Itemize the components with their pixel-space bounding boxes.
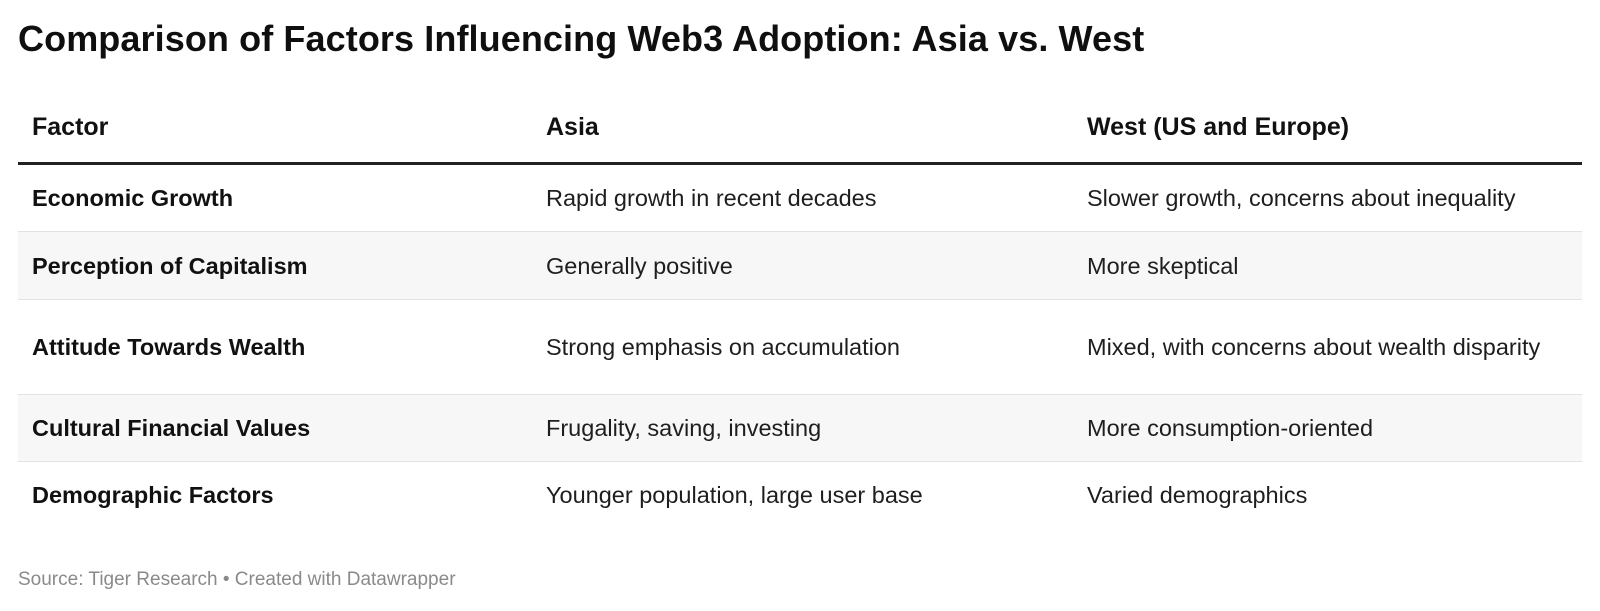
factor-cell: Attitude Towards Wealth bbox=[18, 299, 532, 395]
west-cell: More consumption-oriented bbox=[1073, 394, 1582, 462]
asia-cell: Rapid growth in recent decades bbox=[532, 163, 1073, 232]
table-row: Demographic Factors Younger population, … bbox=[18, 462, 1582, 529]
source-footer: Source: Tiger Research • Created with Da… bbox=[18, 569, 456, 590]
asia-cell: Frugality, saving, investing bbox=[532, 394, 1073, 462]
asia-cell: Strong emphasis on accumulation bbox=[532, 299, 1073, 395]
asia-cell: Generally positive bbox=[532, 231, 1073, 300]
factor-cell: Economic Growth bbox=[18, 163, 532, 232]
factor-cell: Cultural Financial Values bbox=[18, 394, 532, 462]
west-cell: Varied demographics bbox=[1087, 482, 1308, 508]
table-row: Cultural Financial Values Frugality, sav… bbox=[18, 394, 1582, 462]
column-header-factor: Factor bbox=[18, 92, 532, 165]
factor-cell: Perception of Capitalism bbox=[18, 231, 532, 300]
west-cell: Slower growth, concerns about inequality bbox=[1073, 163, 1582, 232]
west-cell: More skeptical bbox=[1073, 231, 1582, 300]
table-row: Attitude Towards Wealth Strong emphasis … bbox=[18, 299, 1582, 395]
table-row: Perception of Capitalism Generally posit… bbox=[18, 231, 1582, 300]
table-row: Economic Growth Rapid growth in recent d… bbox=[18, 163, 1582, 232]
asia-cell: Younger population, large user base bbox=[546, 482, 923, 508]
column-header-asia: Asia bbox=[532, 92, 1073, 165]
factor-cell: Demographic Factors bbox=[32, 482, 274, 508]
table-header-row: Factor Asia West (US and Europe) bbox=[18, 92, 1582, 165]
west-cell: Mixed, with concerns about wealth dispar… bbox=[1073, 299, 1582, 395]
column-header-west: West (US and Europe) bbox=[1073, 92, 1582, 165]
chart-title: Comparison of Factors Influencing Web3 A… bbox=[18, 18, 1145, 59]
comparison-table: Factor Asia West (US and Europe) Economi… bbox=[18, 92, 1582, 528]
